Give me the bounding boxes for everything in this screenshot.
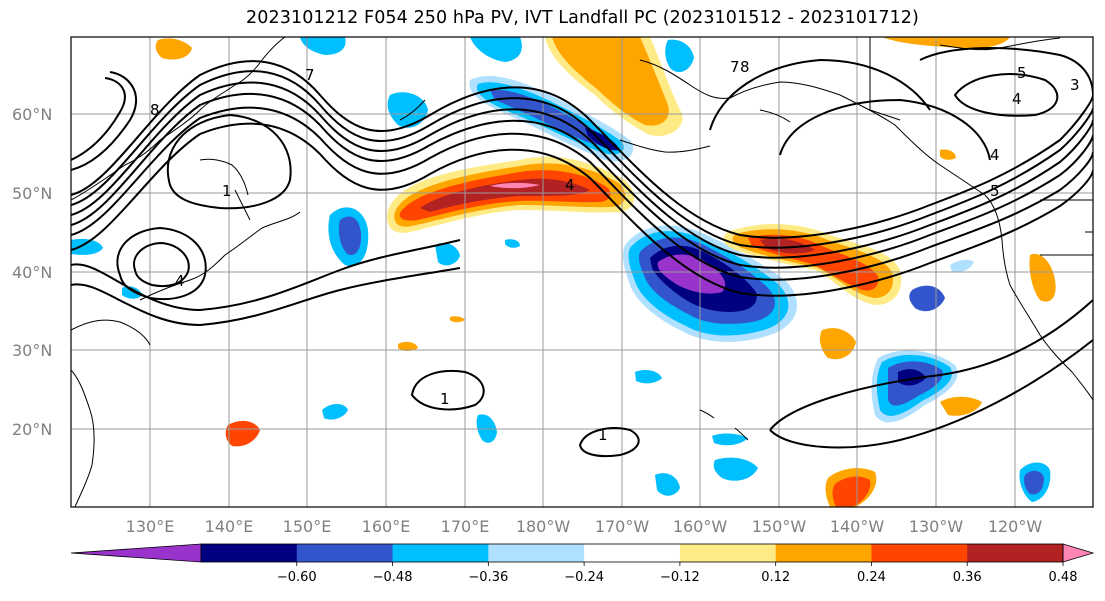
pv-small-feature [712,433,748,446]
colorbar-segment [488,544,585,562]
pv-small-feature [1029,253,1056,302]
lon-label: 170°W [595,517,650,536]
colorbar-segment [584,544,681,562]
colorbar-tick-label: −0.48 [373,570,413,585]
pv-positive-streak [420,178,590,212]
colorbar-tick-label: 0.36 [953,570,982,585]
pv-negative-southeast [898,369,926,386]
lon-label: 180°W [516,517,571,536]
pv-small-feature [655,473,680,496]
contour-label: 7 [305,66,315,84]
pv-small-feature [820,328,856,360]
lat-label: 40°N [12,263,52,282]
map-title: 2023101212 F054 250 hPa PV, IVT Landfall… [246,8,919,28]
colorbar-tick-label: −0.12 [660,570,700,585]
colorbar-segment [871,544,968,562]
pv-negative-bering [470,37,522,62]
pv-small-feature [155,38,192,60]
pv-small-feature [122,286,142,299]
pv-small-feature [940,396,982,416]
contour-label: 1 [598,426,608,444]
colorbar-tick-label: −0.36 [468,570,508,585]
pv-positive-streak [490,182,540,189]
pv-positive-bering [552,37,669,126]
colorbar-segment [775,544,872,562]
pv-small-feature [832,476,871,507]
colorbar-tick-label: 0.48 [1049,570,1078,585]
contour-label: 4 [175,272,185,290]
pv-small-feature [882,37,1010,49]
lon-label: 150°W [752,517,807,536]
lon-label: 130°E [126,517,175,536]
colorbar-tick-label: 0.12 [761,570,790,585]
pv-small-feature [1024,470,1044,495]
colorbar-tick-label: 0.24 [857,570,886,585]
contour-label: 4 [1012,90,1022,108]
lon-label: 140°W [830,517,885,536]
pv-small-feature [300,37,346,55]
colorbar-segment [392,544,489,562]
colorbar-extend-min [70,543,202,563]
pv-small-feature [322,404,348,420]
ivt-contours [71,47,1093,458]
lon-label: 120°W [988,517,1043,536]
lon-label: 160°W [673,517,728,536]
lat-label: 30°N [12,341,52,360]
contour-label: 8 [740,58,750,76]
contour-label: 5 [990,182,1000,200]
pv-small-feature [505,239,520,248]
pv-small-feature [225,420,260,447]
pv-small-feature [635,370,662,384]
pv-small-feature [940,149,956,160]
lon-label: 130°W [909,517,964,536]
lat-label: 60°N [12,105,52,124]
lat-label: 50°N [12,184,52,203]
colorbar-segment [201,544,298,562]
colorbar-segment [967,544,1064,562]
contour-label: 4 [565,176,575,194]
contour-labels: 8 7 1 4 4 1 1 7 8 5 4 4 3 5 [150,58,1080,444]
pv-small-feature [71,238,103,255]
contour-label: 3 [1070,76,1080,94]
lon-label: 160°E [362,517,411,536]
pv-small-feature [435,243,460,266]
colorbar-extend-max [1062,543,1095,563]
map-frame [70,36,1094,508]
pv-small-feature [398,341,418,351]
colorbar-frame [200,543,1064,563]
contour-label: 4 [990,146,1000,164]
pv-positive-east [760,238,815,254]
pv-small-feature [338,216,362,256]
contour-label: 8 [150,101,160,119]
colorbar-tick-label: −0.24 [564,570,604,585]
coastlines [71,37,1093,507]
latitude-labels: 20°N 30°N 40°N 50°N 60°N [12,105,52,439]
longitude-labels: 130°E 140°E 150°E 160°E 170°E 180°W 170°… [126,517,1043,536]
contour-label: 1 [440,390,450,408]
lat-label: 20°N [12,420,52,439]
colorbar-tick-label: −0.60 [277,570,317,585]
pv-small-feature [713,457,758,481]
colorbar: −0.60 −0.48 −0.36 −0.24 −0.12 0.12 0.24 0.36 0.4… [70,543,1095,585]
colorbar-segment [679,544,777,562]
pv-small-feature [450,316,465,323]
contour-label: 5 [1017,64,1027,82]
contour-label: 7 [730,58,740,76]
lon-label: 170°E [441,517,490,536]
colorbar-segment [296,544,394,562]
pv-negative-bering [490,89,612,146]
pv-small-feature [665,39,694,73]
pv-small-feature [950,259,974,273]
pv-small-feature [387,92,428,128]
lon-label: 140°E [205,517,254,536]
lon-label: 150°E [283,517,332,536]
contour-label: 1 [222,182,232,200]
